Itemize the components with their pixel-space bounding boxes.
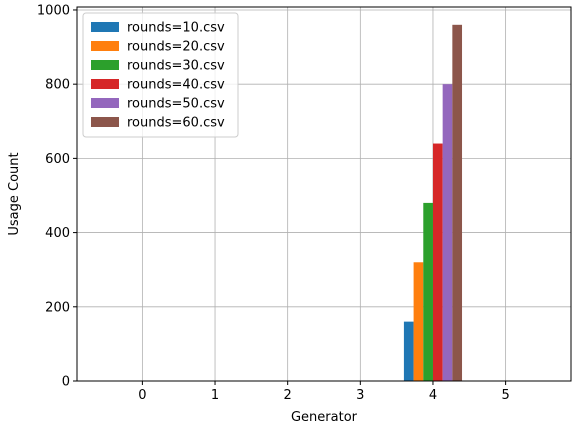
x-tick-label: 4 xyxy=(429,388,437,403)
ticks: 0 1 2 3 4 5 0 200 400 600 800 1000 xyxy=(37,3,510,403)
bar xyxy=(413,262,424,381)
x-tick-label: 3 xyxy=(356,388,364,403)
bars xyxy=(403,24,463,382)
legend-label: rounds=20.csv xyxy=(127,40,225,55)
axes-frame xyxy=(76,6,572,382)
legend-swatch xyxy=(91,60,119,70)
bar xyxy=(442,84,453,381)
x-axis-label: Generator xyxy=(291,410,358,425)
legend-swatch xyxy=(91,22,119,32)
legend: rounds=10.csv rounds=20.csv rounds=30.csv r… xyxy=(82,12,239,138)
y-axis-label: Usage Count xyxy=(7,152,22,235)
y-tick-label: 1000 xyxy=(37,3,70,18)
legend-swatch xyxy=(91,79,119,89)
y-tick-label: 0 xyxy=(62,375,70,390)
bar xyxy=(403,321,414,381)
legend-label: rounds=40.csv xyxy=(127,78,225,93)
legend-swatch xyxy=(91,117,119,127)
x-tick-label: 0 xyxy=(138,388,146,403)
legend-label: rounds=50.csv xyxy=(127,97,225,112)
legend-label: rounds=30.csv xyxy=(127,59,225,74)
y-tick-label: 600 xyxy=(45,152,70,167)
x-tick-label: 2 xyxy=(284,388,292,403)
x-tick-label: 1 xyxy=(211,388,219,403)
legend-box xyxy=(82,12,239,138)
legend-label: rounds=10.csv xyxy=(127,21,225,36)
bar xyxy=(452,24,463,382)
legend-items: rounds=10.csv rounds=20.csv rounds=30.csv r… xyxy=(91,21,225,131)
y-tick-label: 200 xyxy=(45,300,70,315)
y-tick-label: 400 xyxy=(45,226,70,241)
bar xyxy=(423,202,433,381)
bar xyxy=(432,143,443,381)
legend-swatch xyxy=(91,41,119,51)
x-tick-label: 5 xyxy=(501,388,509,403)
legend-label: rounds=60.csv xyxy=(127,116,225,131)
y-tick-label: 800 xyxy=(45,78,70,93)
legend-swatch xyxy=(91,98,119,108)
